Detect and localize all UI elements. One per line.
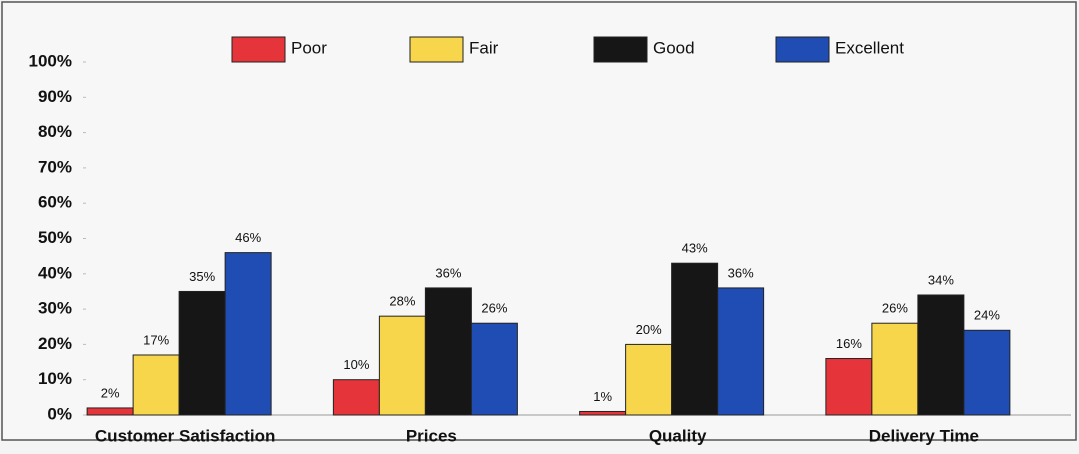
legend-swatch: [775, 36, 830, 63]
bar: [424, 287, 472, 416]
bar: [871, 322, 919, 416]
value-label: 43%: [682, 241, 708, 256]
bar: [470, 322, 518, 416]
bar: [224, 252, 272, 416]
value-label: 2%: [101, 385, 120, 400]
bar: [825, 358, 873, 416]
x-tick-label: Quality: [649, 426, 707, 445]
y-tick-label: 40%: [38, 263, 72, 282]
bar: [717, 287, 765, 416]
value-label: 26%: [481, 301, 507, 316]
value-label: 36%: [728, 265, 754, 280]
value-label: 24%: [974, 308, 1000, 323]
bar: [132, 354, 180, 416]
bar: [671, 262, 719, 416]
bar: [86, 407, 134, 416]
legend-label: Poor: [291, 38, 327, 57]
legend-label: Excellent: [835, 38, 904, 57]
y-tick-label: 50%: [38, 228, 72, 247]
value-label: 26%: [882, 301, 908, 316]
bar: [378, 315, 426, 416]
value-label: 46%: [235, 230, 261, 245]
y-tick-label: 20%: [38, 334, 72, 353]
value-label: 10%: [343, 357, 369, 372]
value-label: 1%: [593, 389, 612, 404]
bar: [332, 379, 380, 416]
value-label: 20%: [636, 322, 662, 337]
bar: [963, 329, 1011, 416]
y-tick-label: 100%: [29, 51, 72, 70]
y-tick-label: 60%: [38, 193, 72, 212]
legend-swatch: [409, 36, 464, 63]
bar: [625, 343, 673, 416]
value-label: 16%: [836, 336, 862, 351]
x-tick-label: Delivery Time: [869, 426, 979, 445]
legend-label: Good: [653, 38, 695, 57]
legend-swatch: [231, 36, 286, 63]
y-tick-label: 30%: [38, 299, 72, 318]
y-tick-label: 80%: [38, 122, 72, 141]
value-label: 28%: [389, 294, 415, 309]
bar: [178, 290, 226, 416]
value-label: 17%: [143, 332, 169, 347]
value-label: 36%: [435, 265, 461, 280]
y-tick-label: 70%: [38, 157, 72, 176]
x-tick-label: Customer Satisfaction: [95, 426, 275, 445]
bar: [917, 294, 965, 416]
bar: [579, 410, 627, 416]
y-tick-label: 10%: [38, 369, 72, 388]
legend-swatch: [593, 36, 648, 63]
x-tick-label: Prices: [406, 426, 457, 445]
y-tick-label: 90%: [38, 87, 72, 106]
value-label: 35%: [189, 269, 215, 284]
value-label: 34%: [928, 272, 954, 287]
legend-label: Fair: [469, 38, 499, 57]
y-tick-label: 0%: [47, 404, 72, 423]
